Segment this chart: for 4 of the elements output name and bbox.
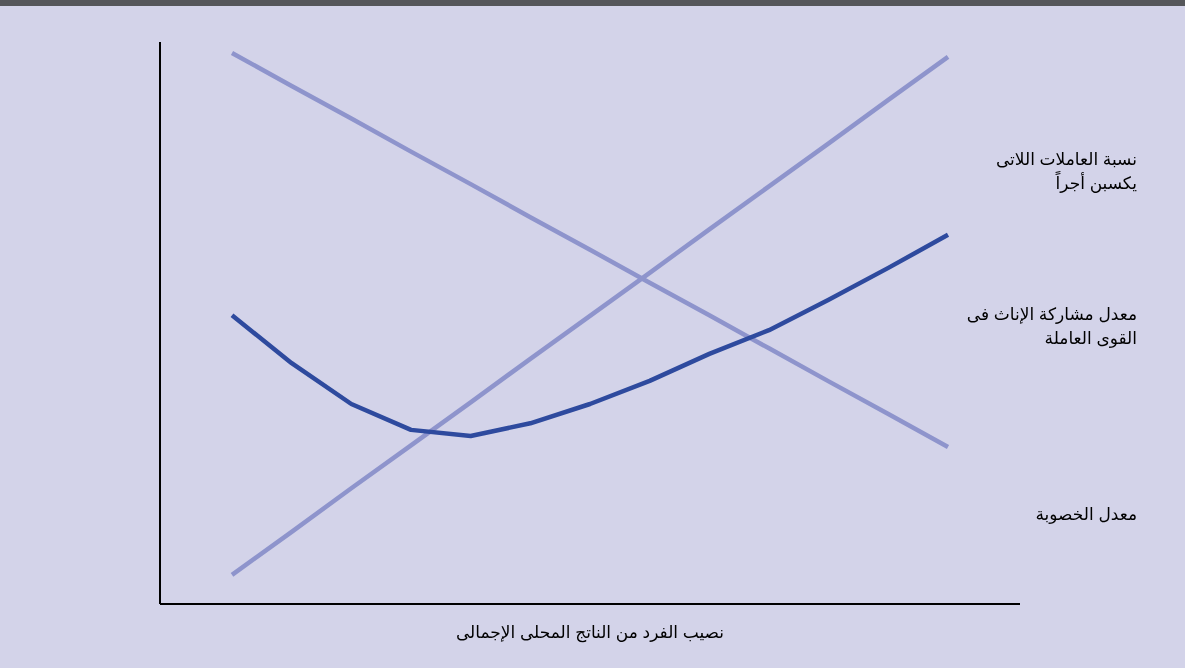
x-axis-title: نصيب الفرد من الناتج المحلى الإجمالى xyxy=(455,623,725,643)
text: نسبة العاملات اللاتى يكسبن أجراً xyxy=(995,150,1138,193)
text: معدل الخصوبة xyxy=(1035,505,1137,524)
text: معدل مشاركة الإناث فى القوى العاملة xyxy=(966,305,1137,348)
